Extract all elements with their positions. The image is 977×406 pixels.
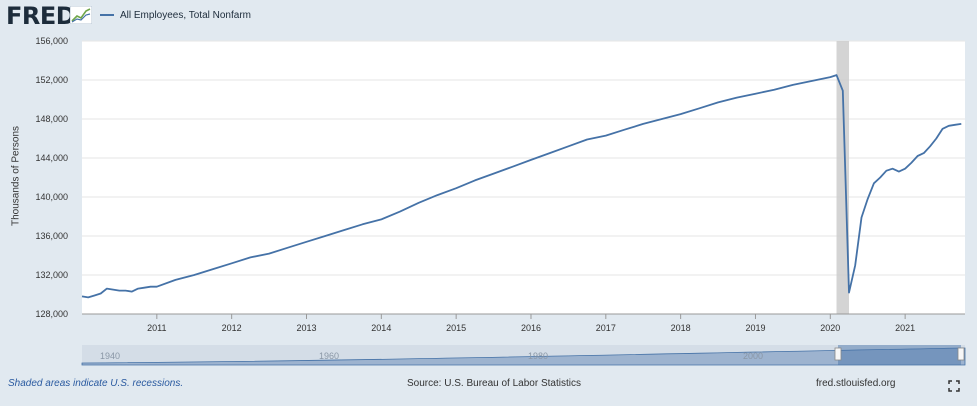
x-tick-label: 2014 (371, 323, 391, 333)
fred-logo[interactable]: FRED (6, 2, 76, 30)
navigator-handle[interactable] (834, 347, 842, 361)
source-credit: Source: U.S. Bureau of Labor Statistics (407, 378, 581, 389)
y-tick-label: 144,000 (35, 153, 68, 163)
navigator-label: 2000 (743, 351, 763, 361)
y-tick-label: 132,000 (35, 270, 68, 280)
fullscreen-icon[interactable] (948, 380, 960, 392)
x-tick-label: 2017 (596, 323, 616, 333)
recession-band (836, 41, 850, 314)
legend-swatch (100, 14, 114, 16)
navigator-label: 1960 (319, 351, 339, 361)
x-tick-label: 2020 (820, 323, 840, 333)
y-tick-label: 136,000 (35, 231, 68, 241)
recession-note: Shaded areas indicate U.S. recessions. (8, 378, 184, 389)
y-tick-label: 128,000 (35, 309, 68, 319)
chart-legend[interactable]: All Employees, Total Nonfarm (100, 6, 251, 24)
y-tick-label: 148,000 (35, 114, 68, 124)
y-tick-label: 140,000 (35, 192, 68, 202)
line-chart-icon (70, 6, 92, 24)
y-tick-label: 152,000 (35, 75, 68, 85)
x-tick-label: 2019 (745, 323, 765, 333)
x-tick-label: 2018 (671, 323, 691, 333)
navigator-selection (838, 345, 961, 365)
y-tick-label: 156,000 (35, 36, 68, 46)
series-line (81, 74, 962, 299)
legend-label: All Employees, Total Nonfarm (120, 9, 251, 21)
x-tick-label: 2011 (147, 323, 166, 333)
navigator-area (81, 347, 966, 366)
x-tick-label: 2013 (296, 323, 316, 333)
navigator-handle[interactable] (957, 347, 965, 361)
x-tick-label: 2016 (521, 323, 541, 333)
x-tick-label: 2021 (895, 323, 915, 333)
x-tick-label: 2012 (222, 323, 242, 333)
navigator-label: 1940 (100, 351, 120, 361)
chart-header: FRED All Employees, Total Nonfarm (0, 0, 977, 32)
navigator-label: 1980 (528, 351, 548, 361)
site-credit[interactable]: fred.stlouisfed.org (816, 378, 896, 389)
x-tick-label: 2015 (446, 323, 466, 333)
plot-area (82, 41, 965, 314)
